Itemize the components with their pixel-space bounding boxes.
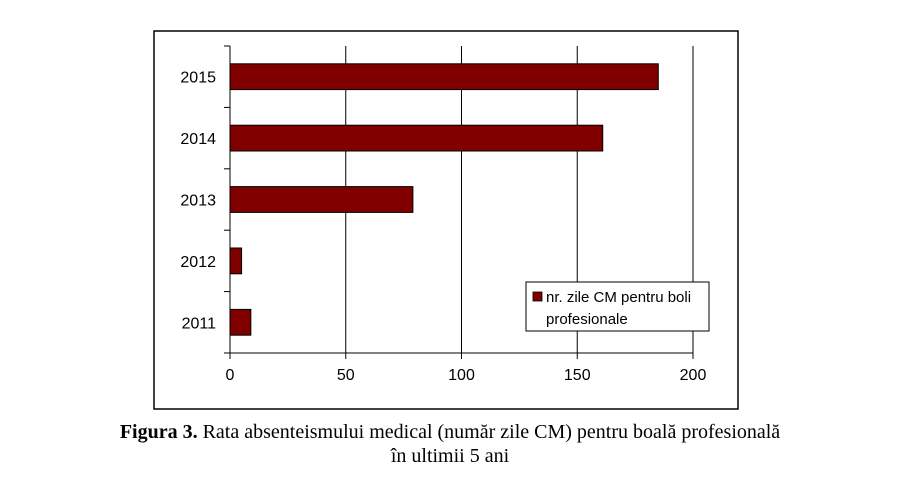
caption-label: Figura 3. <box>119 421 198 443</box>
value-tick-labels: 0 50 100 150 200 <box>226 367 707 384</box>
bar-2014 <box>229 124 604 152</box>
y-category-label: 2013 <box>180 193 216 210</box>
figure-caption: Figura 3. Rata absenteismului medical (n… <box>0 420 900 468</box>
axis-ticks <box>224 45 694 359</box>
x-tick-label: 100 <box>448 367 475 384</box>
x-tick-label: 200 <box>680 367 707 384</box>
caption-line-2: în ultimii 5 ani <box>390 445 510 467</box>
category-labels: 2011 2012 2013 2014 2015 <box>180 70 216 333</box>
y-category-label: 2012 <box>180 254 216 271</box>
legend-swatch <box>532 291 543 302</box>
legend-entry-line-2: profesionale <box>546 311 628 328</box>
bars <box>229 63 659 336</box>
caption-text: Rata absenteismului medical (număr zile … <box>202 421 781 443</box>
bar-2013 <box>229 186 414 213</box>
bar-2012 <box>229 247 243 275</box>
chart-frame <box>153 30 739 410</box>
caption-line-1: Figura 3. Rata absenteismului medical (n… <box>0 420 900 444</box>
x-tick-label: 0 <box>226 367 235 384</box>
y-category-label: 2014 <box>180 131 216 148</box>
legend-entry-line-1: nr. zile CM pentru boli <box>546 289 691 306</box>
x-tick-label: 150 <box>564 367 591 384</box>
x-tick-label: 50 <box>337 367 355 384</box>
legend-box <box>525 281 710 332</box>
y-category-label: 2011 <box>182 315 217 332</box>
legend: nr. zile CM pentru boli profesionale <box>525 281 710 332</box>
bar-2015 <box>229 63 659 91</box>
y-category-label: 2015 <box>180 70 216 87</box>
bar-2011 <box>229 308 252 336</box>
